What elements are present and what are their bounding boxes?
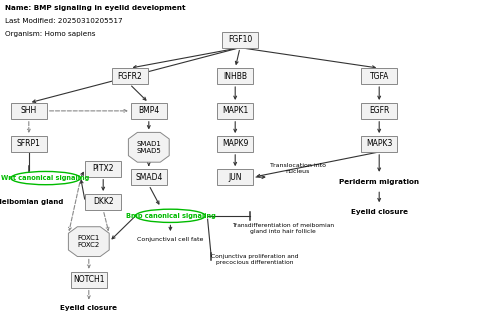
Text: TGFA: TGFA [370, 71, 389, 81]
Text: Eyelid closure: Eyelid closure [60, 306, 117, 311]
Text: SHH: SHH [21, 106, 37, 116]
Text: EGFR: EGFR [369, 106, 389, 116]
Text: BMP4: BMP4 [138, 106, 159, 116]
FancyBboxPatch shape [85, 161, 121, 177]
Text: Conjunctiva proliferation and
precocious differentiation: Conjunctiva proliferation and precocious… [211, 255, 298, 265]
Text: MAPK9: MAPK9 [222, 139, 248, 149]
Text: MAPK1: MAPK1 [222, 106, 248, 116]
Text: INHBB: INHBB [223, 71, 247, 81]
FancyBboxPatch shape [217, 169, 253, 185]
Ellipse shape [11, 171, 81, 185]
Text: FGFR2: FGFR2 [117, 71, 142, 81]
Polygon shape [68, 227, 109, 257]
Text: Conjunctival cell fate: Conjunctival cell fate [137, 237, 204, 243]
Text: Eyelid closure: Eyelid closure [351, 209, 408, 215]
FancyBboxPatch shape [85, 194, 121, 210]
Text: Organism: Homo sapiens: Organism: Homo sapiens [5, 31, 96, 37]
Text: PITX2: PITX2 [93, 164, 114, 173]
Text: SMAD4: SMAD4 [135, 172, 163, 182]
Text: Last Modified: 20250310205517: Last Modified: 20250310205517 [5, 18, 122, 24]
FancyBboxPatch shape [111, 68, 148, 84]
FancyBboxPatch shape [361, 68, 397, 84]
FancyBboxPatch shape [131, 169, 167, 185]
Text: Meibomian gland: Meibomian gland [0, 199, 63, 205]
Text: Wnt canonical signaling: Wnt canonical signaling [1, 175, 90, 181]
FancyBboxPatch shape [11, 103, 47, 119]
Text: Periderm migration: Periderm migration [339, 179, 419, 185]
Text: Transdifferentiation of meibomian
gland into hair follicle: Transdifferentiation of meibomian gland … [232, 223, 334, 234]
Text: Name: BMP signaling in eyelid development: Name: BMP signaling in eyelid developmen… [5, 5, 185, 11]
FancyBboxPatch shape [361, 136, 397, 152]
Text: FGF10: FGF10 [228, 35, 252, 44]
FancyBboxPatch shape [361, 103, 397, 119]
FancyBboxPatch shape [71, 272, 107, 288]
Text: DKK2: DKK2 [93, 197, 113, 207]
FancyBboxPatch shape [217, 103, 253, 119]
Text: Bmp canonical signaling: Bmp canonical signaling [126, 213, 215, 219]
Text: SMAD1
SMAD5: SMAD1 SMAD5 [136, 141, 161, 154]
Polygon shape [129, 132, 169, 162]
Text: JUN: JUN [228, 172, 242, 182]
FancyBboxPatch shape [131, 103, 167, 119]
FancyBboxPatch shape [217, 136, 253, 152]
Text: FOXC1
FOXC2: FOXC1 FOXC2 [78, 235, 100, 248]
FancyBboxPatch shape [11, 136, 47, 152]
Text: MAPK3: MAPK3 [366, 139, 392, 149]
Ellipse shape [135, 209, 205, 222]
FancyBboxPatch shape [222, 32, 258, 48]
Text: NOTCH1: NOTCH1 [73, 275, 105, 284]
Text: SFRP1: SFRP1 [17, 139, 41, 149]
Text: Translocation into
nucleus: Translocation into nucleus [270, 164, 325, 174]
FancyBboxPatch shape [217, 68, 253, 84]
